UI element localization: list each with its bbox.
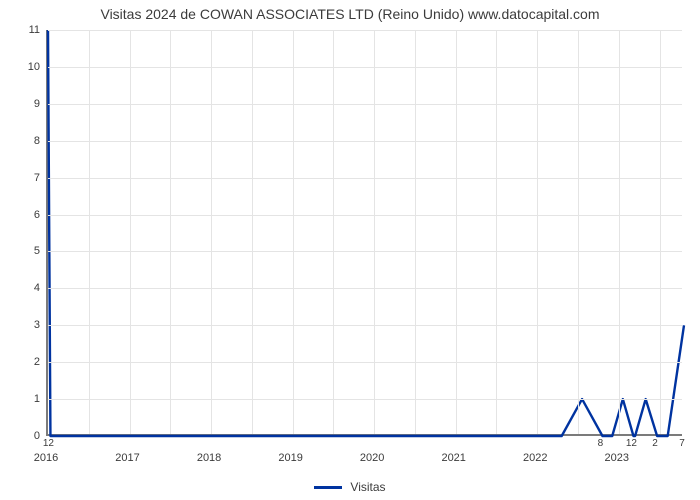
x-tick-label: 2017	[115, 452, 139, 464]
y-tick-label: 1	[10, 393, 40, 405]
gridline-vertical	[130, 30, 131, 434]
visits-chart: Visitas 2024 de COWAN ASSOCIATES LTD (Re…	[0, 0, 700, 500]
x-tick-label: 2019	[278, 452, 302, 464]
x-tick-label: 2020	[360, 452, 384, 464]
gridline-vertical	[537, 30, 538, 434]
gridline-vertical	[252, 30, 253, 434]
gridline-vertical	[89, 30, 90, 434]
gridline-vertical	[496, 30, 497, 434]
gridline-vertical	[660, 30, 661, 434]
gridline-horizontal	[48, 362, 682, 363]
gridline-horizontal	[48, 67, 682, 68]
gridline-horizontal	[48, 251, 682, 252]
y-tick-label: 0	[10, 430, 40, 442]
y-tick-label: 5	[10, 245, 40, 257]
gridline-vertical	[578, 30, 579, 434]
data-point-label: 12	[626, 438, 637, 449]
gridline-horizontal	[48, 399, 682, 400]
x-tick-label: 2016	[34, 452, 58, 464]
gridline-vertical	[211, 30, 212, 434]
y-tick-label: 3	[10, 319, 40, 331]
x-tick-label: 2021	[441, 452, 465, 464]
gridline-vertical	[456, 30, 457, 434]
y-tick-label: 4	[10, 282, 40, 294]
gridline-horizontal	[48, 141, 682, 142]
plot-area	[46, 30, 682, 436]
gridline-vertical	[170, 30, 171, 434]
line-series	[48, 30, 682, 434]
y-tick-label: 9	[10, 98, 40, 110]
data-point-label: 2	[652, 438, 658, 449]
gridline-horizontal	[48, 288, 682, 289]
y-tick-label: 8	[10, 135, 40, 147]
gridline-vertical	[415, 30, 416, 434]
gridline-vertical	[619, 30, 620, 434]
legend-label: Visitas	[350, 480, 385, 494]
legend-swatch	[314, 486, 342, 489]
x-tick-label: 2023	[605, 452, 629, 464]
data-point-label: 7	[679, 438, 685, 449]
gridline-horizontal	[48, 325, 682, 326]
y-tick-label: 2	[10, 356, 40, 368]
x-tick-label: 2018	[197, 452, 221, 464]
legend: Visitas	[0, 480, 700, 494]
y-tick-label: 10	[10, 61, 40, 73]
gridline-horizontal	[48, 215, 682, 216]
data-point-label: 8	[598, 438, 604, 449]
chart-title: Visitas 2024 de COWAN ASSOCIATES LTD (Re…	[0, 6, 700, 22]
gridline-vertical	[374, 30, 375, 434]
gridline-horizontal	[48, 104, 682, 105]
y-tick-label: 6	[10, 209, 40, 221]
y-tick-label: 11	[10, 24, 40, 36]
gridline-horizontal	[48, 30, 682, 31]
y-tick-label: 7	[10, 172, 40, 184]
gridline-vertical	[293, 30, 294, 434]
data-point-label: 12	[43, 438, 54, 449]
gridline-vertical	[333, 30, 334, 434]
x-tick-label: 2022	[523, 452, 547, 464]
gridline-horizontal	[48, 178, 682, 179]
